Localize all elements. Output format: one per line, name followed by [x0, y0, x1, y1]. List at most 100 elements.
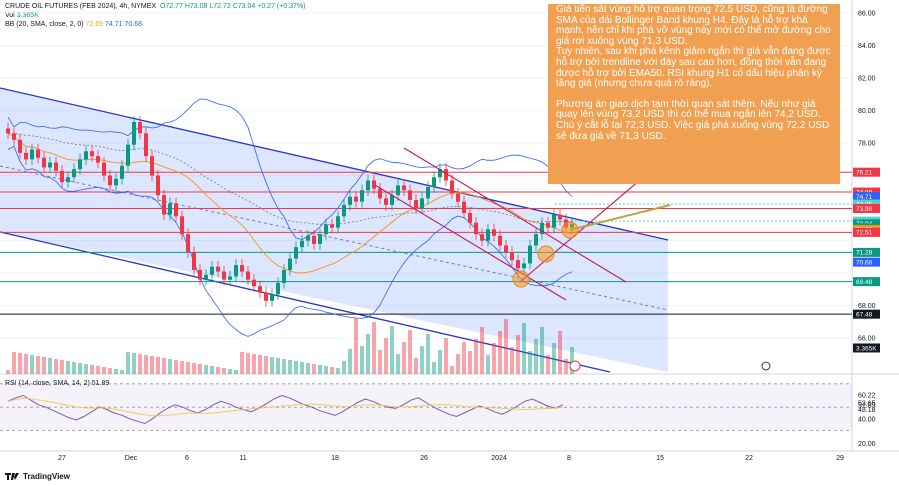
rsi-scale-label: 20.00: [858, 441, 876, 448]
volume-bar: [282, 359, 286, 374]
bb-lower: 70.68: [124, 21, 143, 28]
volume-bar: [132, 353, 136, 374]
volume-bar: [324, 366, 328, 374]
candle-body: [180, 216, 184, 235]
volume-bar: [558, 331, 562, 374]
candle-body: [270, 294, 274, 301]
volume-bar: [66, 361, 70, 374]
volume-bar: [54, 359, 58, 374]
candle-body: [558, 214, 562, 220]
projection-arrow: [569, 204, 671, 231]
volume-bar: [234, 370, 238, 374]
candle-body: [114, 178, 118, 186]
volume-bar: [18, 353, 22, 374]
time-axis-label: 8: [567, 455, 571, 462]
candle-body: [198, 269, 202, 280]
volume-bar: [198, 364, 202, 374]
candle-body: [120, 165, 124, 179]
volume-bar: [390, 326, 394, 374]
volume-bar: [12, 352, 16, 374]
volume-bar: [396, 354, 400, 374]
candle-body: [348, 196, 352, 205]
candle-body: [168, 203, 172, 215]
volume-bar: [186, 362, 190, 374]
volume-bar: [72, 362, 76, 374]
volume-bar: [510, 347, 514, 374]
candle-body: [216, 266, 220, 272]
higher-low-marker-1: [537, 245, 555, 263]
volume-bar: [318, 365, 322, 374]
higher-low-marker-2: [561, 221, 579, 239]
time-axis-label: 27: [58, 455, 66, 462]
volume-bar: [120, 370, 124, 374]
price-tag-bg: [853, 247, 880, 257]
candle-body: [240, 265, 244, 272]
volume-bar: [360, 346, 364, 374]
volume-bar: [6, 370, 10, 374]
candle-body: [486, 229, 490, 241]
tradingview-wordmark: TradingView: [23, 472, 70, 481]
volume-legend[interactable]: Vol 3.365K: [5, 12, 39, 19]
price-scale-label: 68.00: [858, 303, 876, 310]
candle-body: [156, 175, 160, 196]
volume-bar: [180, 361, 184, 374]
volume-bar: [42, 357, 46, 374]
candle-body: [372, 180, 376, 189]
volume-bar: [378, 350, 382, 374]
volume-bar: [300, 362, 304, 374]
candle-body: [222, 271, 226, 280]
volume-bar: [366, 334, 370, 374]
bb-basis: 72.69: [85, 21, 104, 28]
volume-bar: [114, 369, 118, 374]
volume-bar: [36, 356, 40, 374]
candle-body: [408, 190, 412, 201]
candle-body: [30, 149, 34, 160]
volume-bar: [210, 366, 214, 374]
price-tag-label: 67.48: [856, 311, 873, 318]
symbol-line[interactable]: CRUDE OIL FUTURES (FEB 2024), 4h, NYMEX …: [5, 3, 306, 10]
volume-bar: [108, 368, 112, 374]
volume-bar: [330, 367, 334, 374]
volume-bar: [462, 342, 466, 374]
candle-body: [546, 222, 550, 228]
candle-body: [204, 274, 208, 280]
volume-bar: [150, 356, 154, 374]
volume-bar: [474, 339, 478, 374]
candle-body: [534, 234, 538, 246]
rsi-scale-label: 40.00: [858, 416, 876, 423]
candle-body: [90, 151, 94, 157]
volume-bar: [144, 355, 148, 374]
price-scale-label: 80.00: [858, 108, 876, 115]
price-scale-label: 82.00: [858, 76, 876, 83]
candle-body: [540, 222, 544, 235]
higher-low-marker-0: [512, 270, 530, 288]
candle-body: [498, 235, 502, 246]
volume-bar: [192, 363, 196, 374]
analysis-annotation[interactable]: Giá tiến sát vùng hỗ trợ quan trọng 72,5…: [548, 4, 840, 184]
volume-bar: [570, 347, 574, 374]
candle-body: [378, 188, 382, 199]
candle-body: [384, 198, 388, 205]
candle-body: [258, 286, 262, 293]
bb-legend[interactable]: BB (20, SMA, close, 2, 0) 72.69 74.71 70…: [5, 21, 143, 28]
volume-bar: [540, 327, 544, 374]
volume-bar: [450, 366, 454, 374]
candle-body: [144, 133, 148, 157]
candle-body: [288, 258, 292, 270]
bb-upper-band: [7, 98, 573, 241]
candle-body: [354, 196, 358, 202]
candle-body: [6, 128, 10, 134]
candle-body: [528, 245, 532, 264]
candle-body: [438, 169, 442, 178]
time-axis-label: 2024: [491, 455, 507, 462]
volume-bar: [402, 342, 406, 374]
volume-bar: [48, 358, 52, 374]
rsi-scale-label: 51.89: [858, 402, 876, 409]
candle-body: [294, 247, 298, 259]
candle-body: [54, 162, 58, 171]
volume-bar: [204, 365, 208, 374]
candle-body: [306, 235, 310, 241]
candle-body: [48, 162, 52, 168]
candle-body: [228, 276, 232, 280]
